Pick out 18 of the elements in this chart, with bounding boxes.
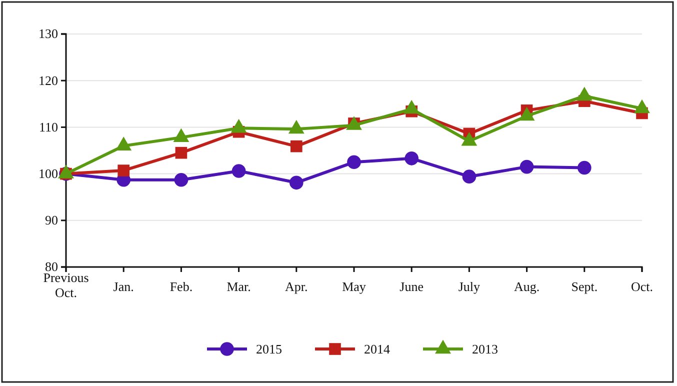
x-tick-label: Aug. [514,279,540,294]
x-tick-label: Mar. [226,279,251,294]
y-tick-label: 110 [38,119,58,134]
x-tick-label: June [400,279,424,294]
x-tick-label: Oct. [630,279,654,294]
x-tick-label: July [458,279,481,294]
y-tick-label: 100 [38,166,58,181]
x-tick-label: Sept. [571,279,598,294]
y-tick-label: 120 [38,72,58,88]
y-tick-label: 130 [38,26,58,42]
legend-label: 2015 [256,342,282,357]
x-tick-label: Jan. [113,279,134,294]
legend-label: 2013 [472,342,498,357]
x-tick-label: Apr. [285,279,308,294]
x-tick-label: Feb. [170,279,193,294]
x-tick-label: May [342,279,366,294]
legend-label: 2014 [364,342,390,357]
y-tick-label: 90 [45,212,58,228]
